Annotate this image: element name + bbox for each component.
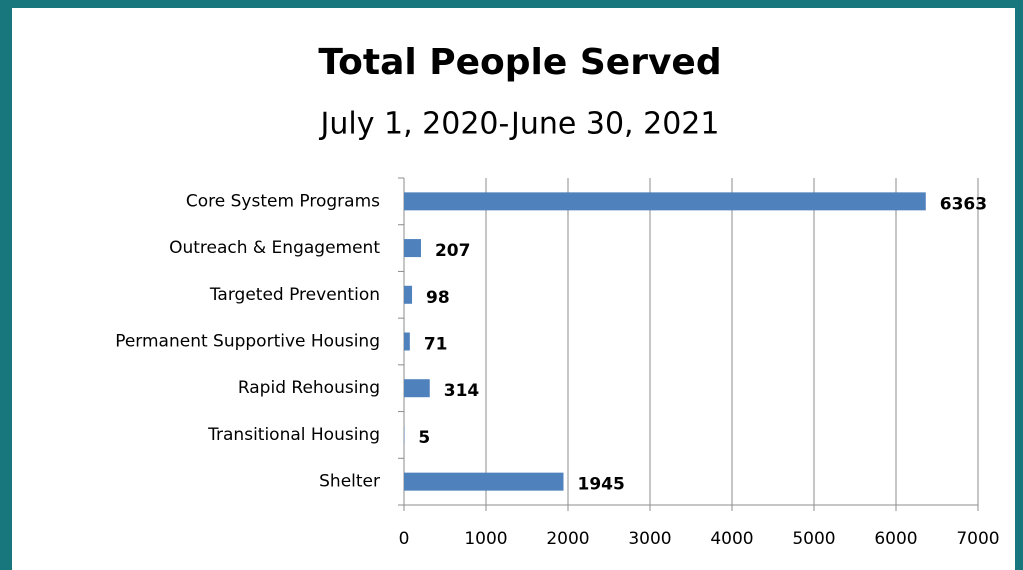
bar [404, 472, 564, 491]
bar [404, 379, 430, 398]
x-tick-label: 6000 [874, 529, 917, 549]
y-tick-label: Targeted Prevention [209, 285, 380, 305]
data-label: 71 [424, 335, 448, 355]
bar [404, 239, 421, 258]
chart-title: Total People Served [318, 42, 721, 83]
x-tick-label: 0 [399, 529, 410, 549]
data-label: 6363 [940, 194, 987, 214]
x-tick-label: 2000 [546, 529, 589, 549]
x-tick-label: 1000 [464, 529, 507, 549]
data-label: 207 [435, 241, 471, 261]
y-tick-label: Shelter [319, 472, 380, 492]
y-tick-label: Transitional Housing [207, 425, 380, 445]
bar [404, 285, 413, 304]
y-tick-label: Permanent Supportive Housing [115, 332, 380, 352]
y-tick-label: Outreach & Engagement [169, 238, 380, 258]
data-label: 5 [418, 428, 430, 448]
bar [404, 332, 410, 351]
y-tick-label: Core System Programs [186, 191, 380, 211]
x-tick-label: 7000 [956, 529, 999, 549]
x-tick-label: 4000 [710, 529, 753, 549]
x-tick-label: 5000 [792, 529, 835, 549]
data-label: 1945 [577, 475, 624, 495]
y-tick-label: Rapid Rehousing [238, 378, 380, 398]
bar [404, 192, 926, 211]
x-tick-label: 3000 [628, 529, 671, 549]
chart-subtitle: July 1, 2020-June 30, 2021 [319, 107, 720, 142]
data-label: 314 [444, 381, 480, 401]
data-label: 98 [426, 288, 450, 308]
